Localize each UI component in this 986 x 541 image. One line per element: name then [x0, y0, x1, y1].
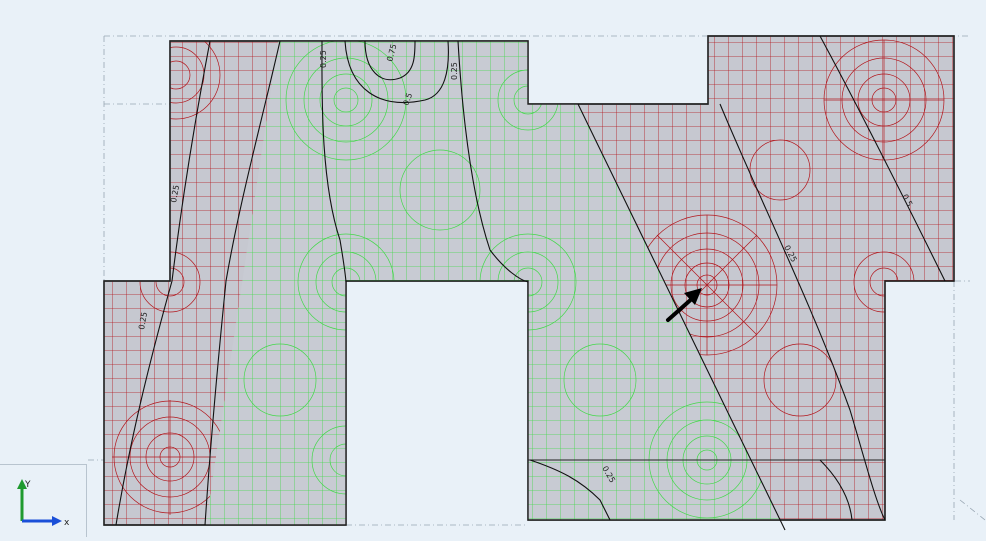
label-075-top: 0.75 — [385, 43, 398, 63]
label-025-left-upper: 0.25 — [169, 184, 181, 203]
contour-05-right — [819, 35, 946, 282]
contour-05-loop — [344, 40, 449, 104]
contour-label-group: 0.25 0.75 0.5 0.25 0.25 0.25 0.5 0.25 0.… — [137, 43, 914, 484]
contour-025-left — [115, 40, 211, 526]
contour-025-upper — [321, 40, 347, 283]
contour-075-loop — [364, 40, 416, 81]
pointer-arrow-icon — [666, 288, 702, 322]
contour-025-mid — [457, 40, 529, 283]
contour-025-right — [719, 103, 886, 521]
x-axis-label: x — [64, 518, 70, 528]
label-025-left-lower: 0.25 — [137, 311, 149, 330]
axis-triad: Y x — [17, 479, 70, 528]
contour-boundary-left — [204, 40, 281, 526]
label-025-top-right: 0.25 — [450, 62, 459, 80]
contour-025-bottom — [529, 459, 611, 521]
label-025-top-left: 0.25 — [319, 50, 328, 68]
axis-triad-panel: Y x — [0, 464, 87, 537]
label-05-top: 0.5 — [401, 92, 414, 107]
contour-boundary-right — [577, 103, 786, 531]
y-axis-label: Y — [24, 480, 31, 490]
contour-lines — [115, 35, 946, 531]
contour-025-bottom-right — [819, 459, 853, 521]
